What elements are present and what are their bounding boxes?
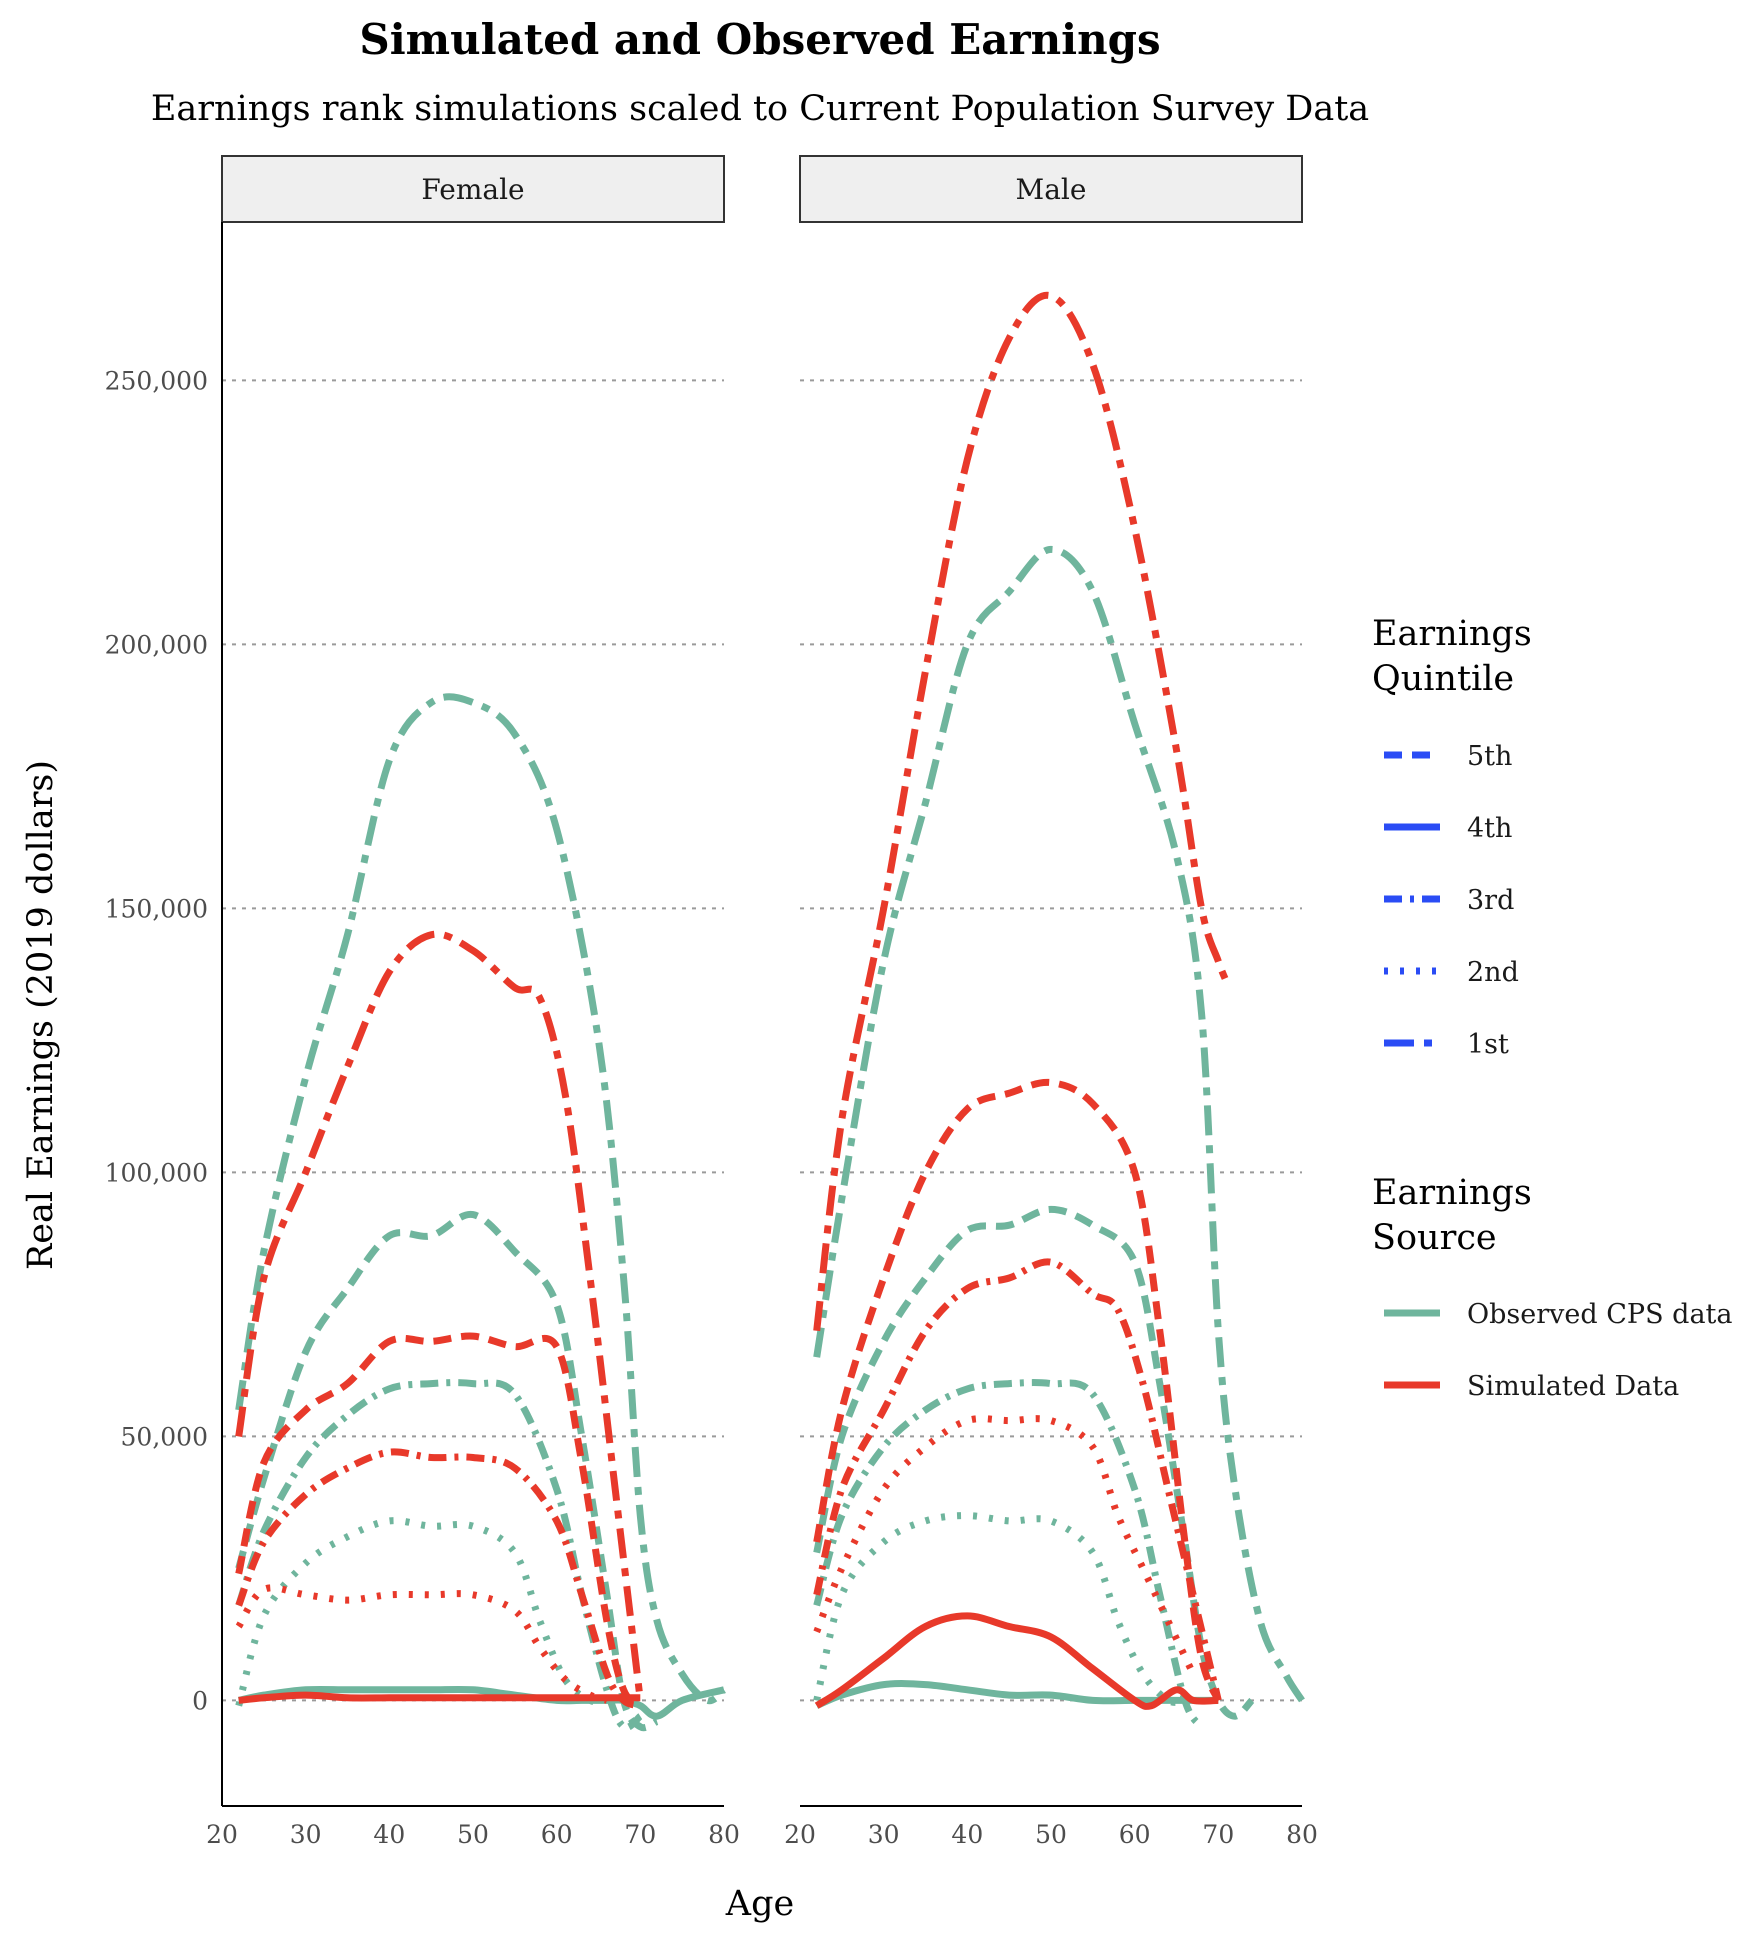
facet-strip-male: [799, 155, 1303, 223]
series-line-male-3rd-simulated: [813, 1258, 1222, 1702]
legend-label-5th: 5th: [1467, 741, 1512, 772]
facet-panels: Female 0 50,000 100,000 150,000 200,000 250,00…: [105, 155, 1318, 1849]
x-tick-label: 60: [1119, 1820, 1151, 1849]
x-tick-label: 70: [624, 1820, 656, 1849]
x-tick-label: 30: [868, 1820, 900, 1849]
legend-label-source: Observed CPS data: [1467, 1299, 1733, 1330]
x-tick-label: 80: [1286, 1820, 1318, 1849]
panel-male: Male 20 30 40 50 60 70 80: [784, 155, 1318, 1849]
series-line-female-4th-simulated: [238, 1691, 641, 1704]
legend: Earnings Quintile 5th 4th 3rd 2nd 1st Earnings S…: [1372, 614, 1733, 1402]
legend-label-1st: 1st: [1467, 1029, 1509, 1060]
x-tick-label: 70: [1202, 1820, 1234, 1849]
x-tick-label: 50: [1035, 1820, 1067, 1849]
y-tick-label: 200,000: [105, 630, 208, 659]
chart-subtitle: Earnings rank simulations scaled to Curr…: [151, 89, 1369, 129]
x-tick-label: 20: [206, 1820, 238, 1849]
legend-title-source: Earnings: [1372, 1173, 1532, 1213]
x-tick-label: 80: [708, 1820, 740, 1849]
x-tick-label: 40: [373, 1820, 405, 1849]
facet-label-female: Female: [421, 173, 524, 206]
series-line-male-4th-simulated: [814, 1612, 1219, 1710]
series-line-male-5th-simulated: [813, 1078, 1222, 1702]
legend-title-quintile: Earnings: [1372, 614, 1532, 654]
x-tick-label: 30: [290, 1820, 322, 1849]
chart-title: Simulated and Observed Earnings: [359, 15, 1160, 64]
series-line-female-3rd-simulated: [235, 1448, 642, 1710]
series-line-female-1st-simulated: [235, 930, 644, 1701]
series-line-female-2nd-observed: [235, 1517, 608, 1707]
y-tick-label: 250,000: [105, 366, 208, 395]
series-line-female-1st-observed: [235, 693, 727, 1705]
legend-title-quintile: Quintile: [1372, 659, 1514, 699]
series-line-female-2nd-simulated: [235, 1584, 608, 1704]
series-line-male-1st-observed: [813, 545, 1305, 1703]
series-line-male-1st-simulated: [813, 291, 1230, 1332]
x-tick-label: 60: [541, 1820, 573, 1849]
series-line-male-3rd-observed: [813, 1379, 1205, 1730]
legend-label-4th: 4th: [1467, 813, 1512, 844]
series-line-female-5th-simulated: [235, 1332, 643, 1709]
y-axis-title: Real Earnings (2019 dollars): [21, 760, 61, 1270]
legend-label-3rd: 3rd: [1467, 885, 1514, 916]
x-tick-label: 40: [951, 1820, 983, 1849]
legend-label-source: Simulated Data: [1467, 1371, 1679, 1402]
legend-title-source: Source: [1372, 1218, 1497, 1258]
x-axis-title: Age: [725, 1884, 794, 1924]
panel-female: Female 0 50,000 100,000 150,000 200,000 250,00…: [105, 155, 740, 1849]
facet-label-male: Male: [1016, 173, 1087, 206]
y-tick-label: 100,000: [105, 1158, 208, 1187]
y-tick-label: 0: [192, 1686, 208, 1715]
series-line-male-4th-observed: [815, 1680, 1219, 1709]
series-line-male-2nd-observed: [813, 1512, 1186, 1706]
legend-label-2nd: 2nd: [1467, 957, 1519, 988]
y-tick-label: 50,000: [121, 1422, 208, 1451]
x-tick-label: 50: [457, 1820, 489, 1849]
series-line-female-3rd-observed: [235, 1379, 643, 1732]
facet-strip-female: [221, 155, 725, 223]
x-tick-label: 20: [784, 1820, 816, 1849]
y-tick-label: 150,000: [105, 894, 208, 923]
